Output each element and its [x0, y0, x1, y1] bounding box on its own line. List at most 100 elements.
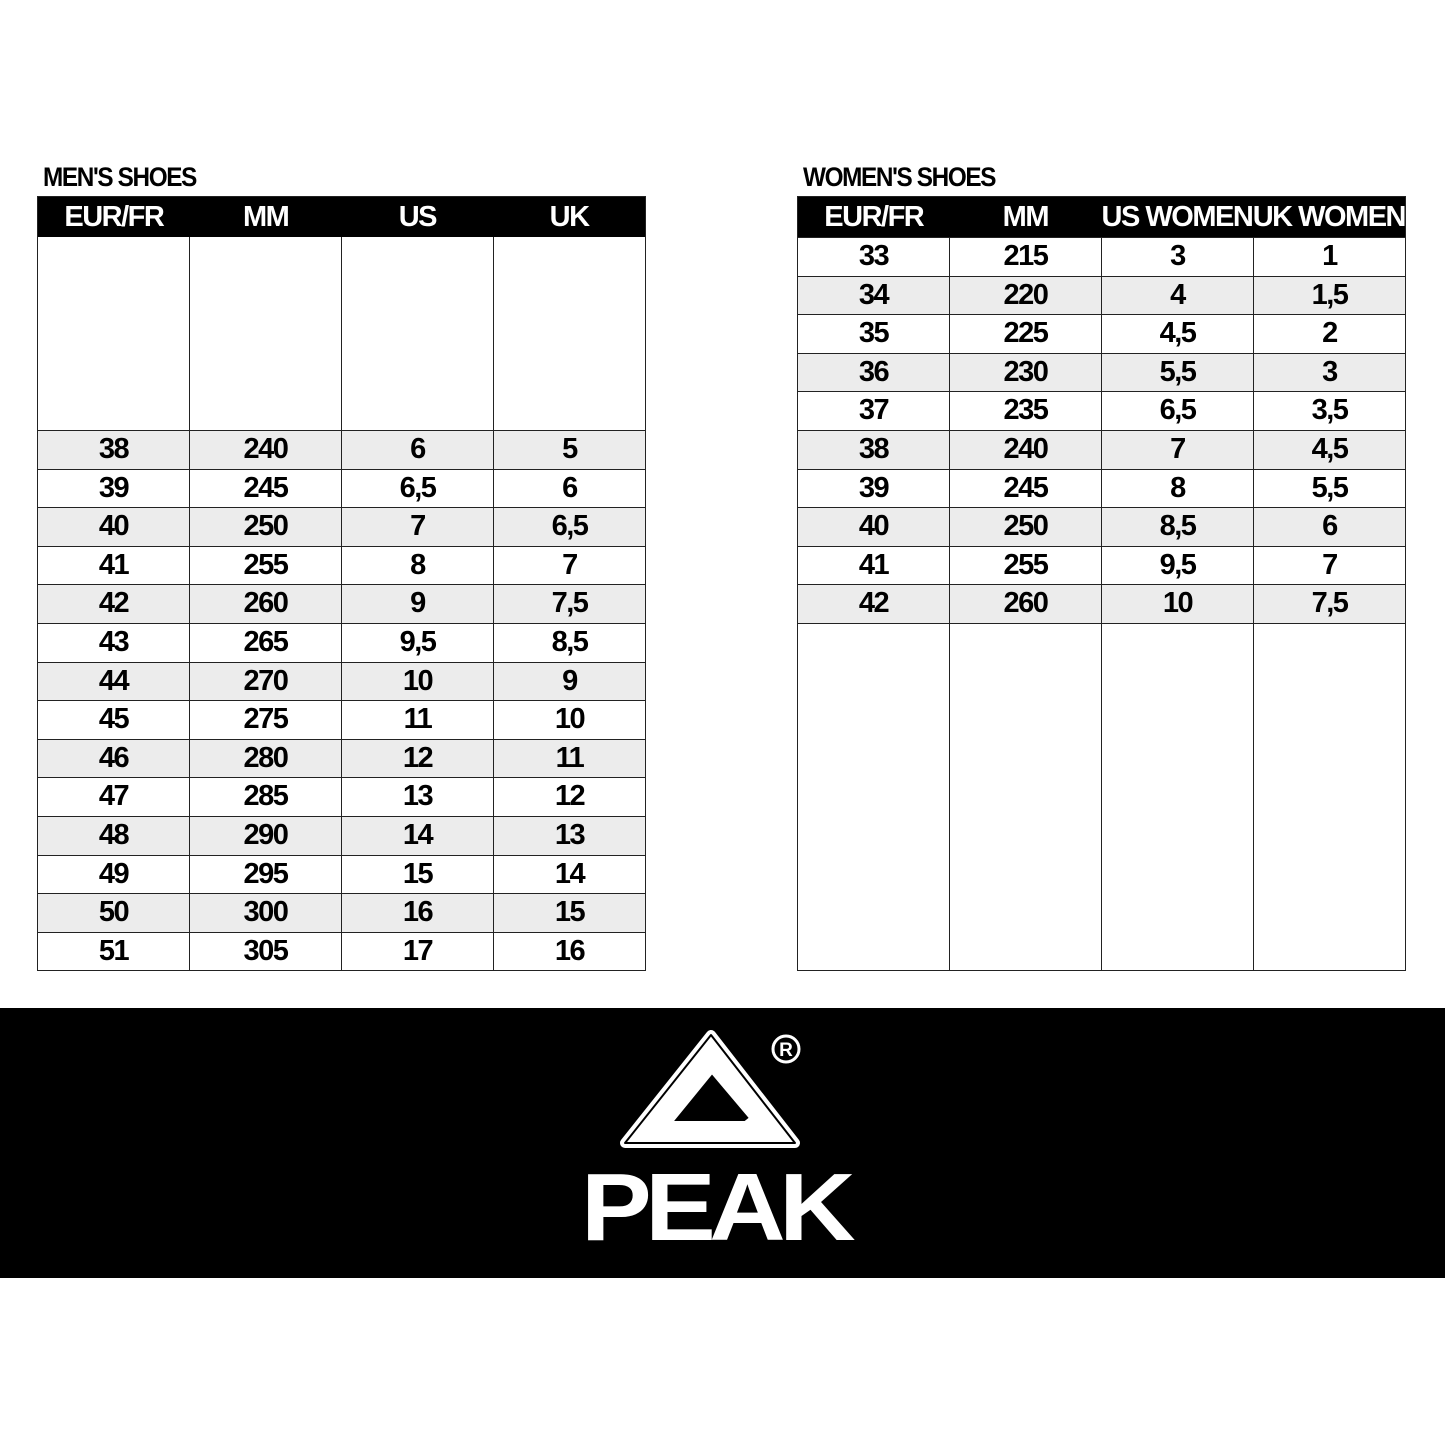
- women-table-header: EUR/FR MM US WOMEN UK WOMEN: [798, 197, 1407, 237]
- table-cell: 245: [189, 469, 341, 508]
- table-row: 36 230 5,5 3: [798, 352, 1405, 392]
- table-cell: 36: [858, 355, 890, 388]
- table-cell: 240: [949, 430, 1101, 469]
- table-cell: 300: [189, 894, 341, 932]
- table-cell: 10: [341, 662, 493, 701]
- table-row: 37 235 6,5 3,5: [798, 391, 1405, 430]
- table-cell: 3,5: [1253, 392, 1405, 430]
- table-row: 49 295 15 14: [38, 854, 645, 894]
- table-row: 39 245 8 5,5: [798, 468, 1405, 508]
- table-cell: 6: [341, 431, 493, 469]
- table-cell: 6,5: [1101, 392, 1253, 430]
- table-cell: 265: [189, 623, 341, 662]
- table-cell: 10: [1101, 585, 1253, 623]
- svg-text:R: R: [779, 1040, 793, 1061]
- table-cell: 9,5: [341, 623, 493, 662]
- peak-triangle-icon: [620, 1030, 800, 1148]
- peak-logo: R PEAK: [580, 1030, 863, 1255]
- table-cell: 47: [98, 780, 130, 813]
- table-cell: 45: [98, 703, 130, 736]
- table-row: 48 290 14 13: [38, 815, 645, 855]
- table-cell: 7,5: [493, 585, 645, 623]
- table-cell: 16: [341, 894, 493, 932]
- men-size-table: EUR/FR MM US UK 38 240 6 5 39 245 6,5 6 40 250 7 6,…: [37, 196, 646, 972]
- table-row: 35 225 4,5 2: [798, 314, 1405, 353]
- table-cell: 46: [98, 741, 130, 774]
- table-cell: 1: [1253, 238, 1405, 276]
- brand-banner: R PEAK: [0, 1008, 1445, 1278]
- table-cell: 245: [949, 469, 1101, 508]
- table-cell: 8: [341, 546, 493, 585]
- table-cell: 15: [493, 894, 645, 932]
- table-cell: 215: [949, 238, 1101, 276]
- table-cell: 8,5: [1101, 508, 1253, 546]
- table-cell: 7: [341, 508, 493, 546]
- table-row: 50 300 16 15: [38, 893, 645, 932]
- table-cell: 4,5: [1253, 430, 1405, 469]
- table-cell: 35: [858, 317, 890, 350]
- column-header: MM: [1002, 201, 1050, 233]
- table-cell: 4: [1101, 276, 1253, 315]
- table-cell: 250: [189, 508, 341, 546]
- column-header: UK WOMEN: [1252, 201, 1407, 233]
- table-cell: 50: [98, 896, 130, 929]
- women-table-title: WOMEN'S SHOES: [803, 162, 996, 192]
- column-header: EUR/FR: [64, 201, 164, 233]
- table-cell: 37: [858, 394, 890, 427]
- table-row: 38 240 7 4,5: [798, 429, 1405, 469]
- table-cell: 14: [493, 855, 645, 894]
- table-cell: 38: [858, 432, 890, 465]
- table-row: 45 275 11 10: [38, 700, 645, 739]
- table-cell: 12: [493, 778, 645, 816]
- table-cell: 6,5: [493, 508, 645, 546]
- table-cell: 14: [341, 816, 493, 855]
- table-row: 40 250 7 6,5: [38, 507, 645, 546]
- table-cell: 6: [1253, 508, 1405, 546]
- table-cell: 41: [98, 548, 130, 581]
- table-row: 46 280 12 11: [38, 738, 645, 778]
- empty-area: [38, 237, 645, 430]
- table-row: 41 255 8 7: [38, 545, 645, 585]
- table-row: 41 255 9,5 7: [798, 545, 1405, 585]
- table-cell: 6,5: [341, 469, 493, 508]
- table-cell: 11: [493, 739, 645, 778]
- table-row: 42 260 9 7,5: [38, 584, 645, 623]
- table-row: 42 260 10 7,5: [798, 584, 1405, 623]
- table-cell: 34: [858, 278, 890, 311]
- table-row: 51 305 17 16: [38, 931, 645, 971]
- table-cell: 13: [493, 816, 645, 855]
- women-table-body: 33 215 3 1 34 220 4 1,5 35 225 4,5 2 36 230 5,5 3 37 235 6…: [798, 237, 1405, 623]
- men-table-title: MEN'S SHOES: [43, 162, 197, 192]
- table-cell: 235: [949, 392, 1101, 430]
- table-cell: 2: [1253, 315, 1405, 353]
- table-cell: 290: [189, 816, 341, 855]
- table-cell: 305: [189, 932, 341, 971]
- table-cell: 3: [1253, 353, 1405, 392]
- table-row: 33 215 3 1: [798, 237, 1405, 276]
- table-cell: 270: [189, 662, 341, 701]
- table-row: 43 265 9,5 8,5: [38, 622, 645, 662]
- column-header: MM: [242, 201, 290, 233]
- empty-area: [798, 622, 1405, 970]
- table-cell: 40: [858, 510, 890, 543]
- table-cell: 1,5: [1253, 276, 1405, 315]
- table-cell: 5,5: [1253, 469, 1405, 508]
- table-cell: 5,5: [1101, 353, 1253, 392]
- column-header: EUR/FR: [824, 201, 924, 233]
- table-cell: 5: [493, 431, 645, 469]
- table-cell: 12: [341, 739, 493, 778]
- table-cell: 43: [98, 625, 130, 658]
- table-row: 44 270 10 9: [38, 661, 645, 701]
- table-cell: 230: [949, 353, 1101, 392]
- table-cell: 7,5: [1253, 585, 1405, 623]
- table-cell: 44: [98, 664, 130, 697]
- table-cell: 42: [98, 587, 130, 620]
- table-cell: 39: [858, 471, 890, 504]
- table-cell: 255: [949, 546, 1101, 585]
- table-cell: 220: [949, 276, 1101, 315]
- table-cell: 9,5: [1101, 546, 1253, 585]
- column-header: UK: [549, 201, 590, 233]
- registered-mark-icon: R: [771, 1034, 801, 1064]
- table-cell: 49: [98, 857, 130, 890]
- table-cell: 260: [189, 585, 341, 623]
